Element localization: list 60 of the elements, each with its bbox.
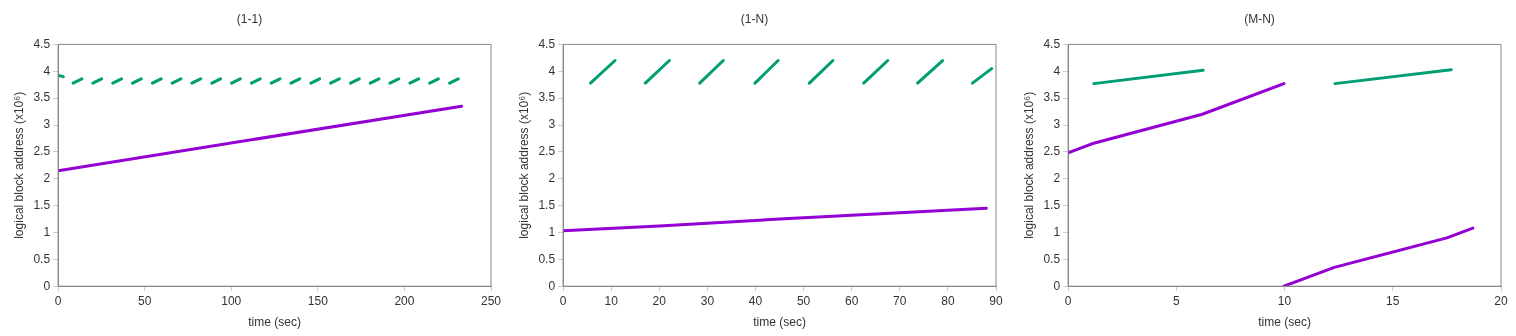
y-tick-label: 4 [43,63,51,78]
chart-title: (M-N) [1244,11,1275,26]
chart-title: (1-N) [740,11,769,26]
y-tick-label: 0 [548,278,556,293]
y-tick-label: 3.5 [33,90,51,105]
y-tick-label: 4 [1053,63,1061,78]
y-tick-label: 2.5 [538,144,556,159]
y-tick-label: 0 [1053,278,1061,293]
x-tick-label: 10 [604,293,619,308]
x-tick-label: 50 [796,293,811,308]
y-tick-label: 2 [43,171,51,186]
y-tick-label: 3 [1053,117,1061,132]
y-tick-label: 2.5 [33,144,51,159]
y-tick-label: 0 [43,278,51,293]
chart-title: (1-1) [236,11,263,26]
y-tick-label: 2 [548,171,556,186]
x-axis-title: time (sec) [753,315,806,330]
x-tick-label: 40 [748,293,763,308]
x-tick-label: 0 [559,293,567,308]
y-tick-label: 3 [548,117,556,132]
x-tick-label: 100 [221,293,242,308]
y-axis-title: logical block address (x10⁶) [11,91,26,239]
x-tick-label: 70 [893,293,907,308]
y-tick-label: 4.5 [33,36,51,51]
y-tick-label: 0.5 [538,251,556,266]
y-axis-title: logical block address (x10⁶) [516,91,531,239]
x-tick-label: 150 [307,293,329,308]
x-axis-title: time (sec) [1258,315,1311,330]
y-tick-label: 1 [1053,224,1061,239]
y-tick-label: 4.5 [1043,36,1061,51]
y-tick-label: 2 [1053,171,1061,186]
x-tick-label: 0 [54,293,62,308]
y-tick-label: 3.5 [538,90,556,105]
x-tick-label: 20 [652,293,667,308]
x-tick-label: 20 [1494,293,1508,308]
x-tick-label: 200 [394,293,415,308]
y-tick-label: 1 [548,224,556,239]
x-tick-label: 15 [1386,293,1400,308]
x-tick-label: 80 [941,293,955,308]
y-tick-label: 4.5 [538,36,556,51]
y-tick-label: 1.5 [1043,197,1061,212]
y-tick-label: 0.5 [1043,251,1061,266]
x-tick-label: 50 [137,293,152,308]
x-tick-label: 5 [1172,293,1180,308]
x-tick-label: 90 [989,293,1003,308]
y-tick-label: 1.5 [538,197,556,212]
y-axis-title: logical block address (x10⁶) [1021,91,1036,239]
x-tick-label: 0 [1064,293,1072,308]
x-tick-label: 30 [700,293,715,308]
y-tick-label: 4 [548,63,556,78]
y-tick-label: 3 [43,117,51,132]
y-tick-label: 0.5 [33,251,51,266]
y-tick-label: 3.5 [1043,90,1061,105]
y-tick-label: 1 [43,224,51,239]
y-tick-label: 1.5 [33,197,51,212]
y-tick-label: 2.5 [1043,144,1061,159]
x-tick-label: 60 [845,293,859,308]
x-tick-label: 10 [1277,293,1292,308]
x-tick-label: 250 [480,293,502,308]
x-axis-title: time (sec) [248,315,301,330]
